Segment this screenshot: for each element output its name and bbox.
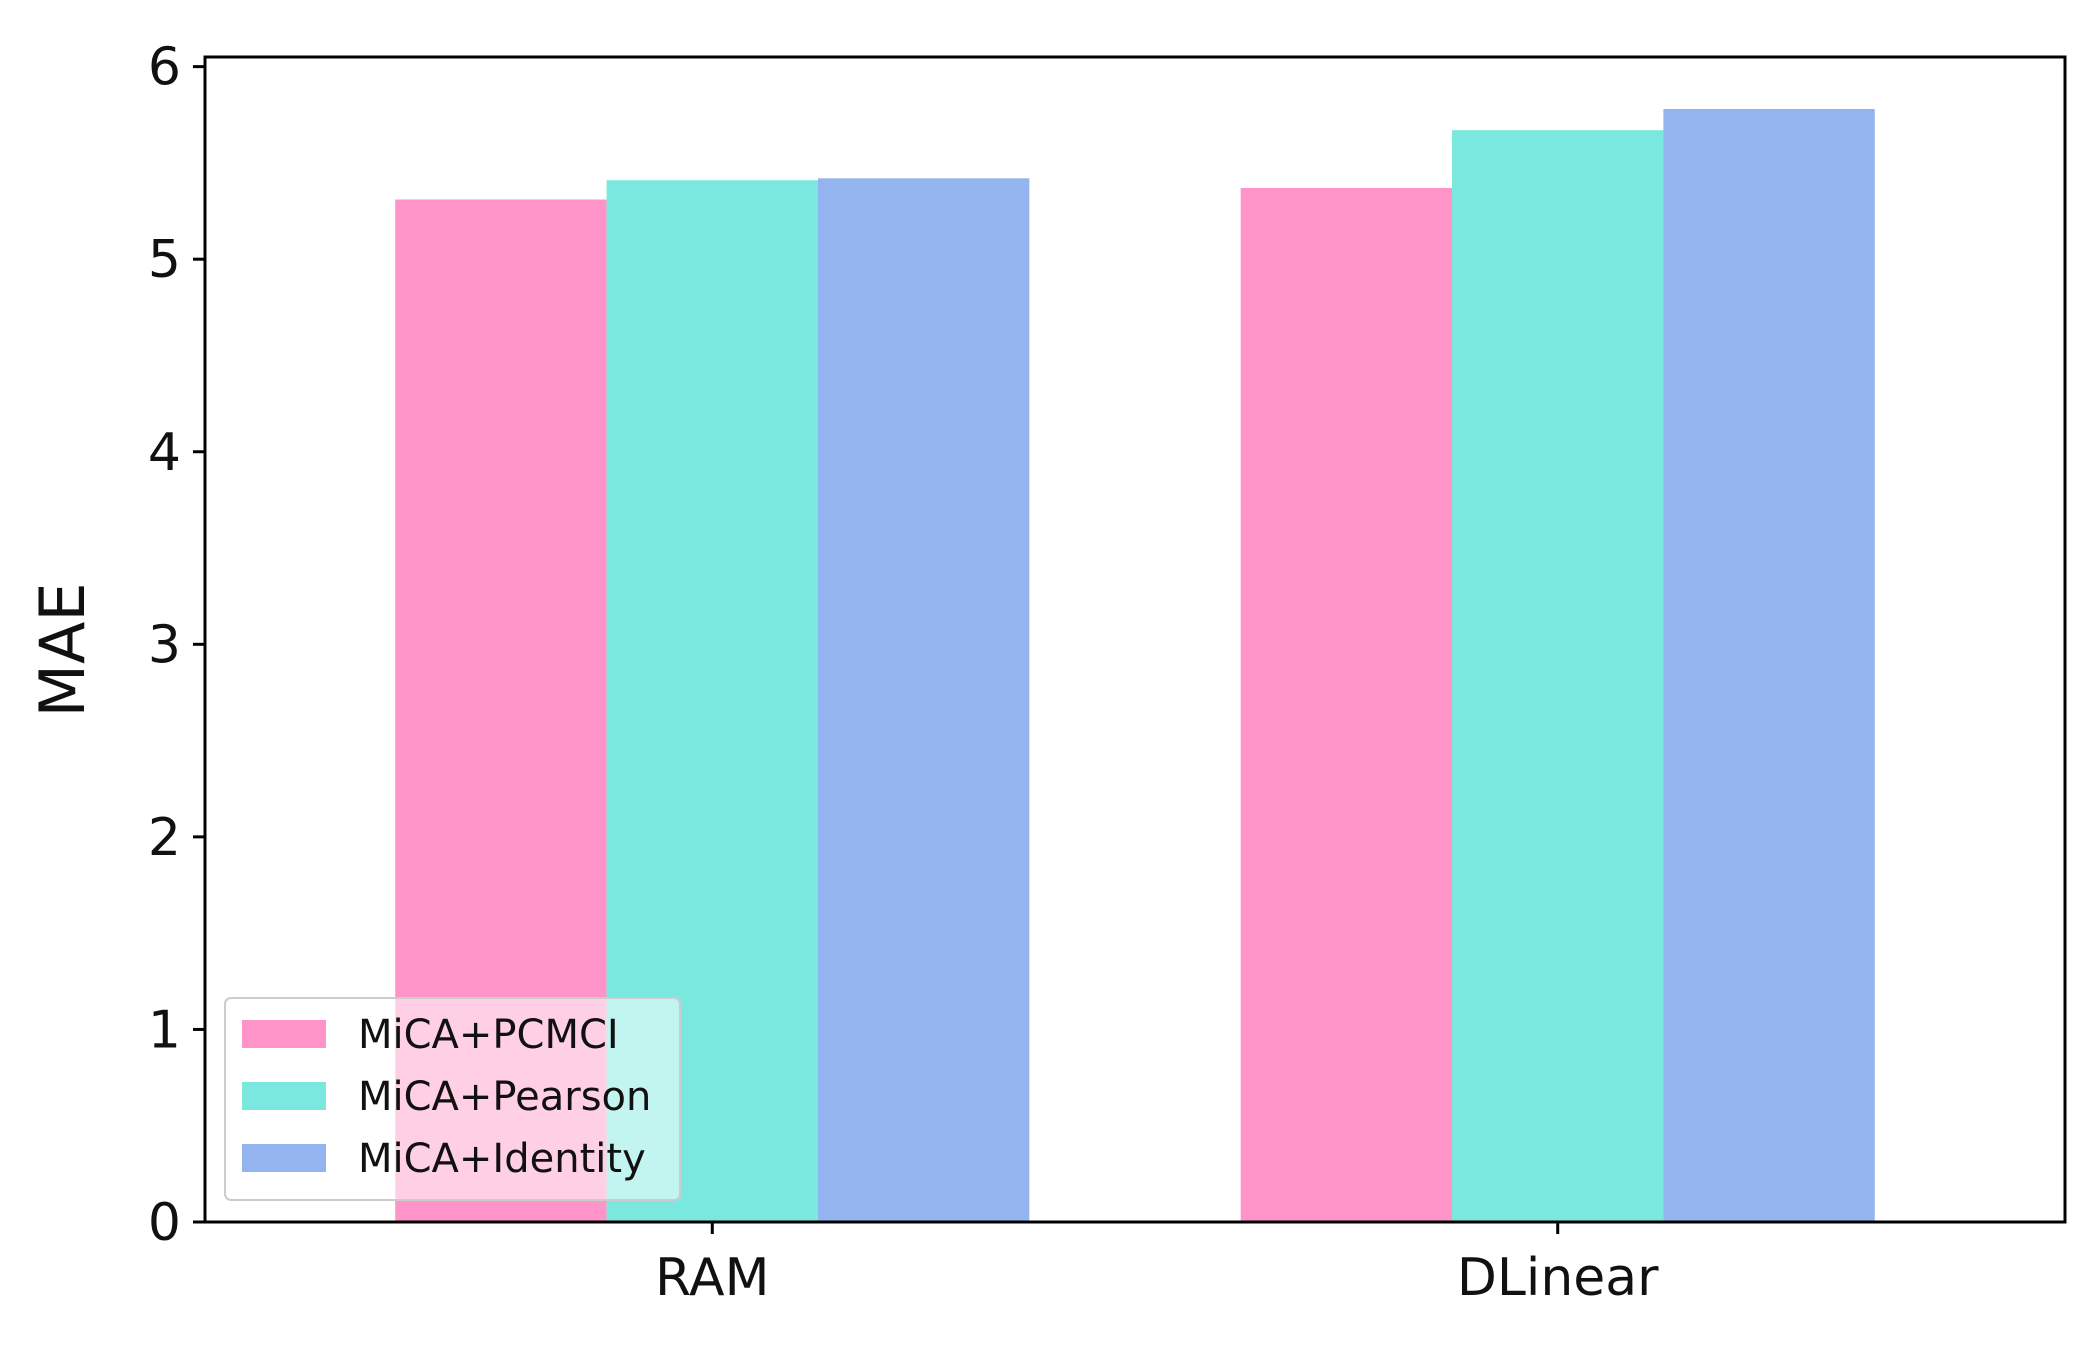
x-tick-label-dlinear: DLinear bbox=[1457, 1248, 1659, 1308]
y-tick-label: 1 bbox=[148, 1000, 181, 1060]
plot-area-frame bbox=[203, 55, 2067, 1224]
bar-mica-pearson-dlinear bbox=[1452, 130, 1664, 1222]
y-axis: 0 1 2 3 4 5 6 bbox=[148, 38, 205, 1253]
legend-label: MiCA+Identity bbox=[358, 1136, 646, 1182]
bar-mica-pcmci-dlinear bbox=[1240, 187, 1453, 1223]
y-axis-label: MAE bbox=[26, 582, 99, 717]
x-axis: RAM DLinear bbox=[655, 1222, 1659, 1308]
y-tick-label: 4 bbox=[148, 423, 181, 483]
bar-mica-identity-ram bbox=[817, 178, 1030, 1222]
legend-label: MiCA+Pearson bbox=[358, 1074, 651, 1120]
bar-mica-identity-dlinear bbox=[1663, 108, 1875, 1223]
legend-label: MiCA+PCMCI bbox=[358, 1012, 619, 1058]
y-tick-label: 3 bbox=[148, 615, 181, 675]
legend-swatch bbox=[242, 1082, 326, 1110]
legend-swatch bbox=[242, 1144, 326, 1172]
y-tick-label: 2 bbox=[148, 808, 181, 868]
y-tick-label: 5 bbox=[148, 230, 181, 290]
x-tick-label-ram: RAM bbox=[655, 1248, 769, 1308]
y-tick-label: 6 bbox=[148, 38, 181, 98]
legend: MiCA+PCMCI MiCA+Pearson MiCA+Identity bbox=[224, 997, 681, 1201]
bars-layer bbox=[395, 108, 1875, 1223]
y-tick-label: 0 bbox=[148, 1193, 181, 1253]
legend-swatch bbox=[242, 1020, 326, 1048]
legend-box bbox=[224, 997, 681, 1201]
